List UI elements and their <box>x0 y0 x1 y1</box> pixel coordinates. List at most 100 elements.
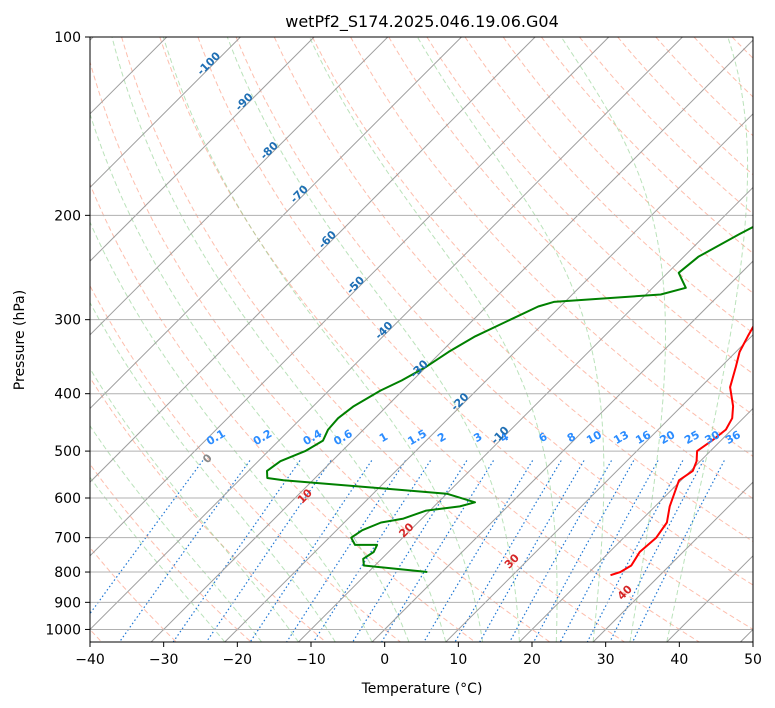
dry-adiabat-line <box>90 182 476 642</box>
mixing-ratio-label: 10 <box>584 428 604 447</box>
dry-adiabat-line <box>197 37 753 630</box>
dry-adiabat-line <box>388 37 753 416</box>
x-tick-label: 10 <box>449 652 467 668</box>
isotherm-line <box>592 481 753 642</box>
y-tick-label: 300 <box>54 313 81 329</box>
mixing-ratio-label: 13 <box>611 428 631 447</box>
y-tick-label: 900 <box>54 595 81 611</box>
moist-adiabat-line <box>308 37 558 642</box>
mixing-ratio-line <box>205 460 332 642</box>
moist-adiabat-line <box>90 220 373 642</box>
mixing-ratio-line <box>509 460 613 642</box>
dry-adiabat-line <box>655 37 753 137</box>
isotherm-line <box>224 113 753 642</box>
mixing-ratio-line <box>423 460 534 642</box>
isotherm-line <box>90 37 610 557</box>
x-tick-label: 20 <box>523 652 541 668</box>
x-tick-label: −20 <box>223 652 253 668</box>
dry-adiabat-line <box>617 37 753 176</box>
x-tick-label: 0 <box>380 652 389 668</box>
dry-adiabat-line <box>350 37 753 457</box>
isotherm-label: -80 <box>258 139 281 162</box>
x-tick-label: −30 <box>149 652 179 668</box>
dry-adiabat-line <box>693 37 753 98</box>
isotherm-label: -40 <box>372 319 395 342</box>
y-axis-title: Pressure (hPa) <box>12 290 28 390</box>
x-tick-label: 30 <box>597 652 615 668</box>
background-lines <box>90 37 775 642</box>
y-tick-label: 100 <box>54 30 81 46</box>
mixing-ratio-label: 0.1 <box>204 427 227 448</box>
isotherm-line <box>519 407 753 642</box>
y-tick-label: 400 <box>54 387 81 403</box>
isotherm-line <box>298 186 753 642</box>
moist-adiabat-line <box>560 37 666 642</box>
isotherm-line <box>90 37 683 631</box>
x-axis: −40 −30 −20 −10 0 10 20 30 40 50 <box>75 642 762 668</box>
mixing-ratio-label: 36 <box>723 428 743 447</box>
mixing-ratio-line <box>286 460 407 642</box>
x-axis-title: Temperature (°C) <box>361 681 483 697</box>
mixing-ratio-label: 0.4 <box>301 427 325 448</box>
isotherm-label: -70 <box>288 182 311 205</box>
isotherm-line <box>90 37 241 189</box>
y-tick-label: 1000 <box>45 622 81 638</box>
y-tick-label: 700 <box>54 531 81 547</box>
plot-frame <box>89 36 754 643</box>
y-tick-label: 500 <box>54 444 81 460</box>
y-axis: 100 200 300 400 500 600 700 800 900 1000 <box>45 30 90 638</box>
moist-adiabat-line <box>666 37 749 642</box>
dry-adiabat-line <box>90 463 252 642</box>
isotherm-label: -60 <box>316 228 339 251</box>
dry-adiabat-line <box>90 284 401 642</box>
moist-adiabat-line <box>162 37 484 642</box>
moist-adiabat-line <box>90 424 262 642</box>
dry-adiabat-line <box>159 37 700 642</box>
x-tick-label: 50 <box>744 652 762 668</box>
mixing-ratio-line <box>559 460 659 642</box>
moist-adiabat-line <box>416 37 605 642</box>
isotherm-line <box>90 37 536 483</box>
isotherm-line <box>90 37 389 336</box>
dry-adiabat-label: 40 <box>615 582 635 602</box>
inline-labels: 0.1 0.2 0.4 0.6 1 1.5 2 3 4 6 8 10 13 16 20 25 30 36-100-… <box>194 49 743 603</box>
y-tick-label: 600 <box>54 491 81 507</box>
x-tick-label: 40 <box>670 652 688 668</box>
dry-adiabat-line <box>426 37 753 375</box>
dry-adiabat-line <box>90 60 551 642</box>
moist-adiabat-line <box>90 112 410 642</box>
dry-adiabat-line <box>311 37 753 500</box>
isotherm-label: -10 <box>488 424 511 447</box>
dry-adiabat-line <box>121 37 625 642</box>
dry-adiabat-line <box>273 37 753 543</box>
mixing-ratio-line <box>454 460 562 642</box>
isotherm-line <box>445 334 753 642</box>
isotherm-line <box>666 555 753 642</box>
grid-lines <box>90 37 753 642</box>
y-tick-label: 200 <box>54 208 81 224</box>
moist-adiabat-line <box>90 476 226 642</box>
mixing-ratio-label: 20 <box>658 428 678 447</box>
moist-adiabat-line <box>226 37 520 642</box>
mixing-ratio-label: 25 <box>682 428 702 447</box>
moist-adiabat-line <box>111 37 447 642</box>
series-lines <box>266 225 753 577</box>
series-line-1 <box>610 324 753 577</box>
mixing-ratio-label: 1.5 <box>405 427 428 448</box>
mixing-ratio-line <box>90 460 204 615</box>
chart-title: wetPf2_S174.2025.046.19.06.G04 <box>285 12 559 32</box>
dry-adiabat-line <box>770 37 775 642</box>
mixing-ratio-line <box>119 460 251 642</box>
mixing-ratio-line <box>249 460 373 642</box>
isotherm-label: -100 <box>194 49 223 78</box>
mixing-ratio-label: 2 <box>435 430 448 445</box>
isotherm-line <box>90 37 462 410</box>
dry-adiabat-line <box>235 37 753 586</box>
isotherm-line <box>371 260 753 642</box>
series-line-2 <box>266 225 753 573</box>
dry-adiabat-line <box>541 37 753 254</box>
mixing-ratio-label: 0.2 <box>251 427 274 448</box>
isotherm-line <box>150 39 753 642</box>
